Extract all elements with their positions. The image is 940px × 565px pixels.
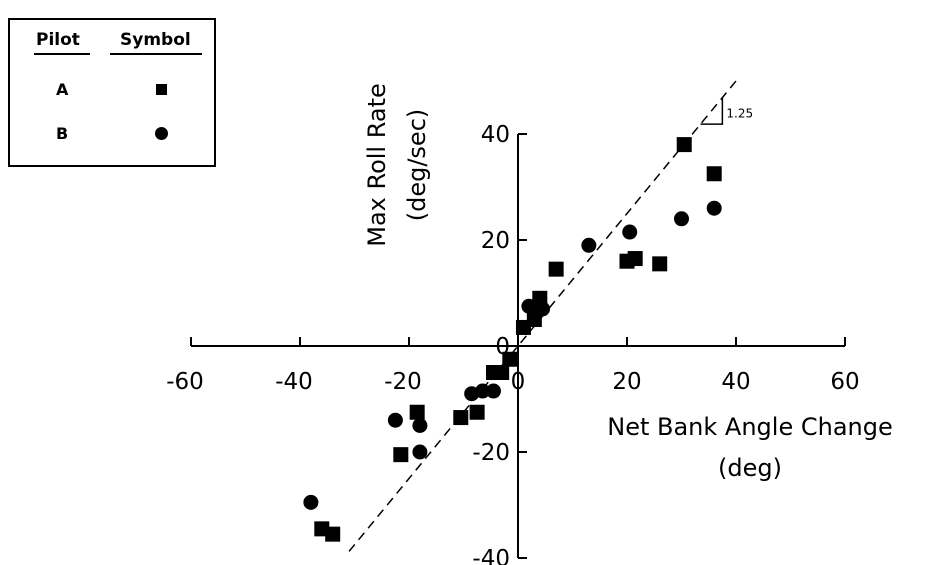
data-point-pilot-a	[627, 251, 643, 267]
data-points	[303, 137, 722, 542]
x-tick-label: 60	[830, 369, 859, 395]
axis-labels: Net Bank Angle Change (deg) Max Roll Rat…	[363, 83, 893, 482]
y-axis-title-line2: (deg/sec)	[403, 109, 431, 222]
x-axis-title-line2: (deg)	[718, 454, 782, 482]
data-point-pilot-b	[581, 237, 597, 253]
x-tick-label: 20	[612, 369, 641, 395]
data-point-pilot-a	[325, 526, 341, 542]
square-marker-icon	[156, 84, 167, 95]
y-tick-label: -20	[472, 440, 510, 466]
legend-header-pilot-underline	[34, 53, 90, 55]
data-point-pilot-a	[502, 351, 518, 367]
data-point-pilot-b	[674, 211, 689, 227]
data-point-pilot-a	[706, 166, 722, 182]
x-tick-label: -20	[384, 369, 422, 395]
y-axis-title-line1: Max Roll Rate	[363, 83, 391, 247]
slope-indicator	[700, 97, 724, 125]
data-point-pilot-b	[475, 383, 491, 399]
data-point-pilot-a	[409, 404, 425, 420]
x-tick-label: 40	[721, 369, 750, 395]
data-point-pilot-b	[412, 444, 428, 460]
data-point-pilot-b	[535, 301, 551, 317]
legend: Pilot Symbol A B	[8, 18, 216, 167]
y-tick-label: 20	[481, 228, 510, 254]
data-point-pilot-b	[412, 418, 428, 433]
legend-header-pilot: Pilot	[36, 30, 80, 50]
data-point-pilot-b	[303, 494, 319, 510]
y-tick-label: -40	[472, 546, 510, 565]
data-point-pilot-a	[469, 404, 485, 420]
data-point-pilot-b	[387, 412, 403, 428]
slope-label: 1.25	[726, 107, 753, 121]
x-axis-title-line1: Net Bank Angle Change	[607, 413, 892, 441]
data-point-pilot-a	[494, 365, 510, 380]
legend-row-b-pilot: B	[56, 124, 69, 143]
legend-header-symbol: Symbol	[120, 30, 191, 50]
x-tick-label: -60	[166, 369, 204, 395]
data-point-pilot-b	[706, 200, 722, 216]
data-point-pilot-a	[453, 410, 469, 426]
y-tick-label: 40	[481, 122, 510, 148]
data-point-pilot-a	[676, 137, 692, 153]
data-point-pilot-a	[393, 447, 409, 463]
circle-marker-icon	[155, 127, 168, 140]
legend-header-symbol-underline	[110, 53, 202, 55]
data-point-pilot-b	[485, 383, 501, 399]
data-point-pilot-a	[652, 256, 668, 272]
data-point-pilot-a	[548, 261, 564, 277]
x-tick-label: 0	[511, 369, 526, 395]
data-point-pilot-b	[622, 224, 638, 240]
x-tick-label: -40	[275, 369, 313, 395]
legend-row-a-pilot: A	[56, 80, 69, 99]
